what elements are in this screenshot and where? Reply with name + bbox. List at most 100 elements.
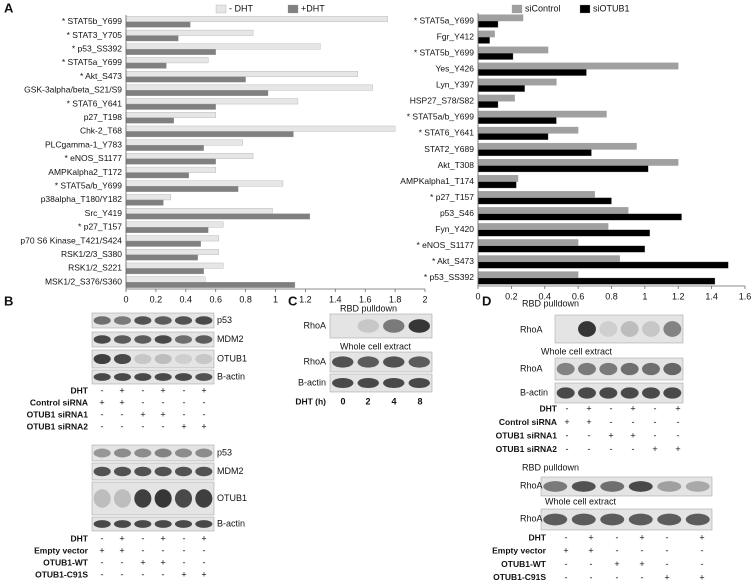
- category-label: * STAT5b_Y699: [62, 16, 122, 26]
- bar: [477, 271, 579, 279]
- bar: [125, 249, 219, 255]
- blot: [329, 351, 433, 373]
- legend-label: siControl: [525, 3, 561, 13]
- treatment-mark: -: [616, 532, 619, 542]
- bar: [125, 153, 254, 159]
- category-label: STAT2_Y689: [424, 144, 474, 154]
- band: [113, 373, 132, 381]
- treatment-mark: -: [162, 545, 165, 555]
- treatment-mark: +: [201, 385, 206, 395]
- treatment-mark: -: [121, 421, 124, 431]
- treatment-mark: -: [610, 417, 613, 427]
- treatment-mark: -: [641, 546, 644, 556]
- bar: [477, 158, 679, 166]
- row-label: OTUB1-WT: [43, 557, 89, 567]
- treatment-mark: -: [142, 385, 145, 395]
- category-label: HSP27_S78/S82: [410, 96, 475, 106]
- treatment-mark: -: [666, 532, 669, 542]
- category-label: * STAT6_Y641: [67, 98, 123, 108]
- treatment-mark: -: [566, 444, 569, 454]
- band: [620, 362, 639, 376]
- band: [408, 377, 430, 389]
- row-label: Control siRNA: [499, 417, 557, 427]
- category-label: AMPKalpha2_T172: [48, 167, 122, 177]
- treatment-mark: -: [565, 532, 568, 542]
- bar: [477, 191, 595, 198]
- treatment-mark: -: [203, 545, 206, 555]
- band: [174, 373, 193, 381]
- treatment-mark: -: [565, 572, 568, 582]
- bar: [125, 71, 358, 77]
- treatment-mark: +: [140, 409, 145, 419]
- category-label: Fgr_Y412: [437, 31, 475, 41]
- treatment-mark: +: [675, 403, 680, 413]
- blot: [91, 481, 215, 516]
- blot-title: RBD pulldown: [340, 303, 397, 313]
- row-label: Empty vector: [34, 545, 89, 555]
- band-label: MDM2: [217, 334, 244, 344]
- treatment-mark: +: [119, 545, 124, 555]
- bar: [125, 144, 204, 151]
- band-label: RhoA: [520, 480, 543, 490]
- treatment-mark: +: [201, 569, 206, 579]
- band: [134, 466, 152, 477]
- bar: [125, 262, 224, 269]
- legend-swatch: [215, 4, 227, 14]
- row-label: DHT: [71, 533, 89, 543]
- category-label: * eNOS_S1177: [417, 240, 475, 250]
- bar: [477, 142, 637, 150]
- treatment-mark: -: [701, 546, 704, 556]
- bar: [477, 69, 587, 76]
- bar: [477, 46, 549, 54]
- treatment-mark: -: [203, 397, 206, 407]
- category-label: * p53_SS392: [72, 44, 122, 54]
- category-label: p38alpha_T180/Y182: [41, 194, 123, 204]
- category-label: Fyn_Y420: [435, 224, 474, 234]
- bar: [125, 281, 296, 288]
- treatment-mark: -: [121, 557, 124, 567]
- band: [134, 489, 152, 508]
- x-tick-label: 0.6: [572, 291, 585, 301]
- treatment-mark: -: [203, 557, 206, 567]
- category-label: RSK1/2_S221: [68, 263, 122, 273]
- band: [174, 448, 193, 458]
- band-label: B-actin: [217, 518, 245, 528]
- treatment-mark: -: [183, 545, 186, 555]
- category-label: * STAT5a/b_Y699: [55, 181, 123, 191]
- panel-label: B: [4, 293, 13, 308]
- treatment-mark: +: [181, 421, 186, 431]
- bar: [477, 175, 519, 182]
- bar: [125, 199, 164, 206]
- bar: [125, 227, 209, 233]
- bar: [125, 240, 201, 247]
- bar: [125, 103, 216, 110]
- category-label: Lyn_Y397: [436, 80, 474, 90]
- band: [174, 489, 193, 508]
- band: [195, 373, 213, 381]
- x-tick-label: 0.8: [239, 294, 252, 304]
- treatment-mark: +: [160, 409, 165, 419]
- bar: [125, 180, 284, 187]
- bar: [125, 90, 269, 96]
- bar: [125, 186, 239, 192]
- blot: [91, 444, 215, 462]
- category-label: Akt_T308: [438, 160, 475, 170]
- x-tick-label: 2: [422, 294, 427, 304]
- bar: [125, 29, 254, 36]
- bar: [125, 62, 167, 69]
- band: [134, 316, 152, 325]
- treatment-mark: -: [654, 417, 657, 427]
- treatment-mark: -: [121, 569, 124, 579]
- band: [134, 448, 152, 458]
- treatment-mark: +: [160, 533, 165, 543]
- treatment-mark: -: [183, 409, 186, 419]
- bar: [477, 36, 490, 44]
- lane-label: 4: [391, 396, 396, 406]
- category-label: Yes_Y426: [436, 63, 475, 73]
- band: [383, 356, 405, 368]
- bar: [477, 181, 517, 189]
- band: [628, 513, 653, 526]
- band: [93, 448, 111, 458]
- bar: [125, 57, 209, 64]
- x-tick-label: 1.6: [739, 291, 752, 301]
